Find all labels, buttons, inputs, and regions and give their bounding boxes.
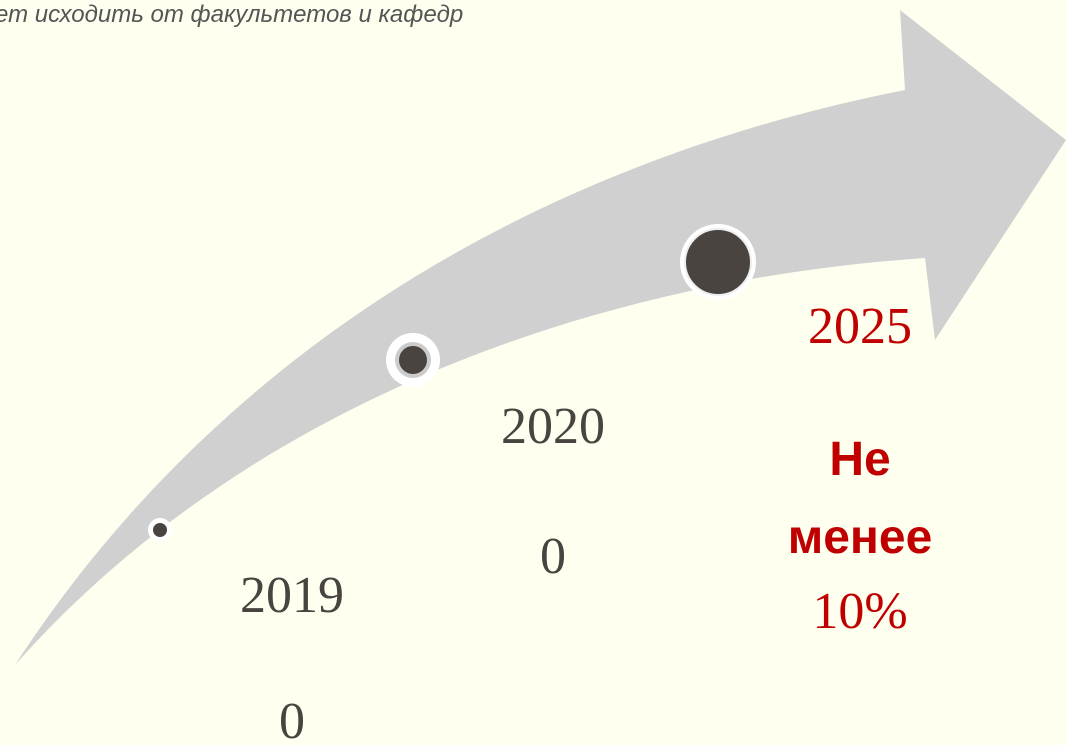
milestone-year: 2025 [808, 298, 912, 355]
milestone-dot [680, 224, 756, 300]
milestone-value: менее [788, 511, 933, 564]
milestone-value: 10% [812, 583, 907, 640]
milestone-dot [386, 333, 440, 387]
header-title: ет исходить от факультетов и кафедр [0, 1, 463, 28]
dot [395, 342, 431, 378]
milestone-value: Не [829, 433, 890, 486]
curved-arrow [15, 10, 1066, 665]
milestone-dot [148, 518, 172, 542]
dot [151, 521, 169, 539]
milestone-value: 0 [540, 528, 566, 585]
milestone-year: 2020 [501, 398, 605, 455]
milestone-year: 2019 [240, 567, 344, 624]
dot [684, 228, 752, 296]
milestone-value: 0 [279, 693, 305, 745]
